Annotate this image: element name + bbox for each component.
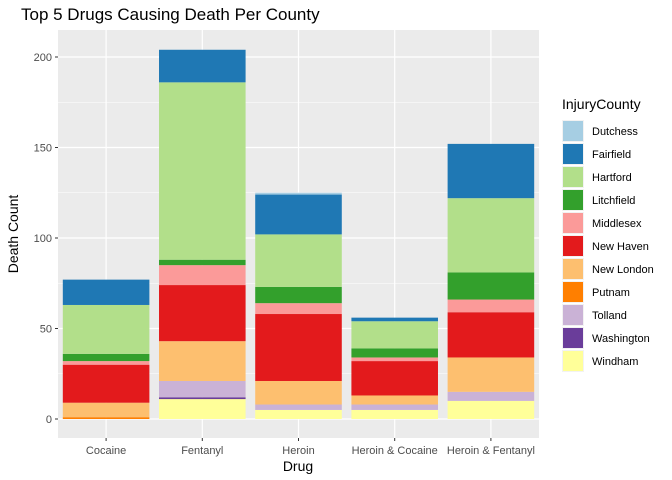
legend-label: Washington [592,333,650,345]
bar-segment [62,402,150,418]
legend-swatch [563,144,583,164]
bar-segment [447,312,535,358]
bar-segment [62,353,150,362]
legend: InjuryCounty Dutchess Fairfield Hartford Li… [562,96,654,372]
y-axis: 0 50 100 150 200 [34,52,58,426]
x-tick-label: Fentanyl [181,445,223,457]
legend-label: Tolland [592,310,627,322]
legend-label: New Haven [592,241,649,253]
legend-swatch [563,121,583,141]
bar-segment [351,348,438,358]
bar-segment [62,279,150,305]
bars [62,49,535,419]
legend-label: Middlesex [592,218,642,230]
y-tick-label: 200 [34,52,52,64]
bar-segment [447,357,535,392]
bar-segment [255,286,342,304]
bar-segment [351,404,438,410]
legend-swatch [563,167,583,187]
bar-segment [159,285,246,342]
bar-segment [159,82,246,260]
bar-segment [351,361,438,396]
bar-segment [159,399,246,419]
legend-swatch [563,259,583,279]
bar-segment [62,361,150,365]
legend-label: Dutchess [592,126,638,138]
bar-segment [447,143,535,199]
bar-segment [159,397,246,400]
bar-segment [351,317,438,322]
legend-swatch [563,282,583,302]
y-tick-label: 50 [40,324,52,336]
legend-label: New London [592,264,654,276]
bar-segment [351,357,438,362]
bar-segment [351,409,438,419]
bar-segment [255,314,342,381]
bar-segment [447,272,535,300]
bar-segment [255,234,342,287]
bar-segment [255,409,342,419]
legend-label: Fairfield [592,149,631,161]
legend-label: Litchfield [592,195,635,207]
x-tick-label: Heroin [282,445,314,457]
x-axis: Cocaine Fentanyl Heroin Heroin & Cocaine Her… [86,438,535,457]
bar-segment [159,265,246,286]
x-tick-label: Cocaine [86,445,126,457]
bar-segment [255,380,342,405]
legend-title: InjuryCounty [562,96,641,112]
bar-segment [351,395,438,405]
x-axis-title: Drug [283,458,313,474]
legend-swatch [563,236,583,256]
bar-segment [159,380,246,398]
legend-swatch [563,328,583,348]
bar-segment [62,304,150,354]
legend-swatch [563,305,583,325]
legend-label: Hartford [592,172,632,184]
bar-segment [159,259,246,266]
bar-segment [351,321,438,349]
y-tick-label: 0 [46,414,52,426]
x-tick-label: Heroin & Fentanyl [447,445,535,457]
chart-title: Top 5 Drugs Causing Death Per County [21,5,320,24]
y-tick-label: 100 [34,233,52,245]
bar-segment [447,391,535,401]
bar-segment [447,198,535,273]
bar-segment [255,192,342,195]
bar-segment [255,194,342,235]
bar-segment [255,303,342,315]
legend-swatch [563,190,583,210]
legend-swatch [563,351,583,371]
bar-segment [62,417,150,419]
legend-swatch [563,213,583,233]
bar-segment [62,364,150,403]
legend-label: Putnam [592,287,630,299]
bar-segment [159,341,246,381]
bar-segment [255,404,342,410]
bar-segment [447,400,535,419]
bar-segment [159,49,246,83]
bar-segment [447,299,535,313]
y-axis-title: Death Count [5,195,21,274]
y-tick-label: 150 [34,143,52,155]
x-tick-label: Heroin & Cocaine [352,445,438,457]
legend-label: Windham [592,356,638,368]
